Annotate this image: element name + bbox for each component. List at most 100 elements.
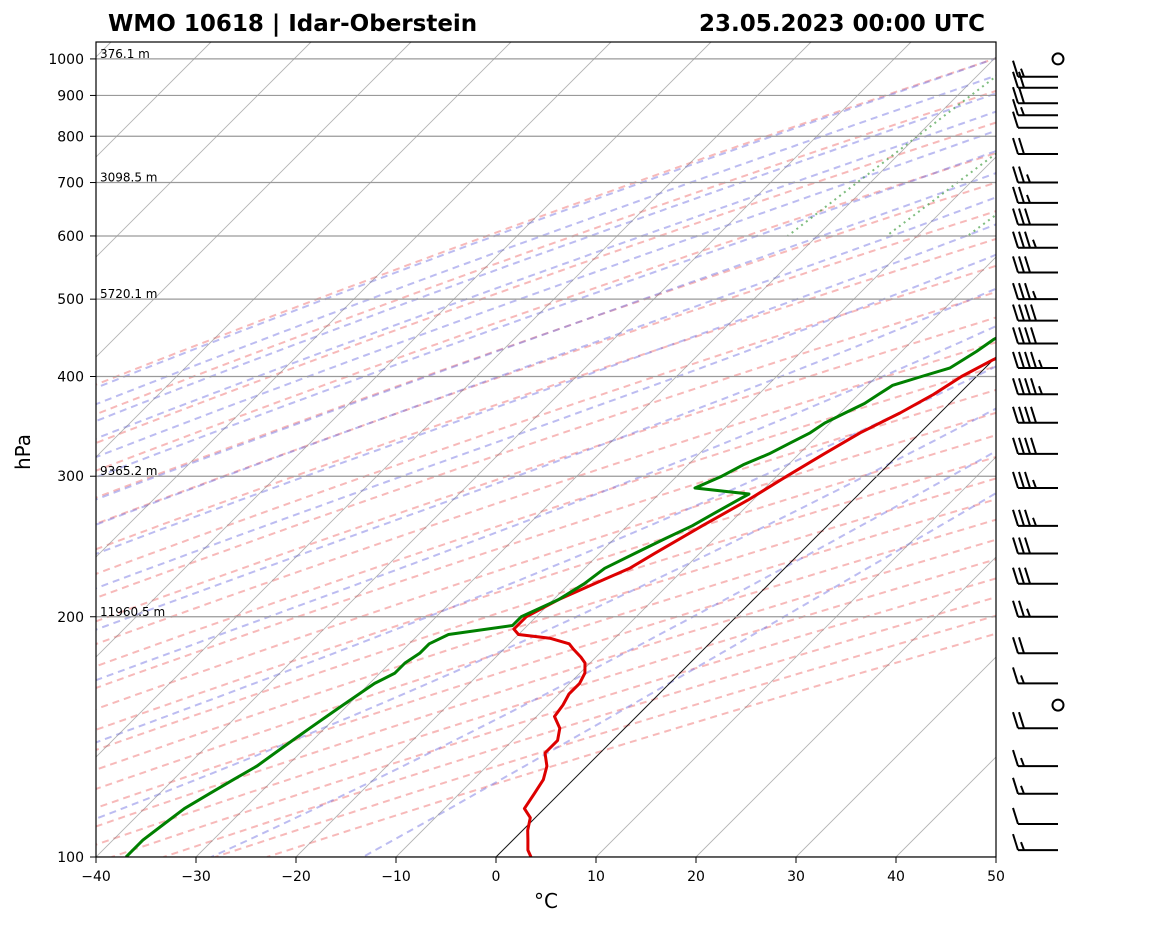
isotherm (295, 156, 996, 857)
moist-adiabat (96, 92, 996, 423)
wind-barb-flag (1018, 282, 1025, 300)
x-tick-label: 40 (887, 869, 905, 885)
wind-barb-flag (1018, 256, 1025, 273)
wind-barb-flag (1012, 636, 1019, 654)
wind-barb (1012, 98, 1058, 117)
wind-barb (1012, 208, 1058, 226)
wind-barb (1012, 777, 1058, 795)
wind-barb-flag (1018, 437, 1025, 455)
y-tick-label: 200 (57, 610, 84, 626)
dry-adiabat (96, 388, 996, 689)
moist-adiabat (96, 74, 996, 406)
x-tick-label: 20 (687, 869, 705, 885)
wind-barb-flag (1018, 537, 1025, 554)
wind-barb-flag (1018, 86, 1025, 104)
wind-barb-flag (1012, 711, 1019, 729)
wind-barb (1012, 327, 1058, 345)
wind-barb (1012, 600, 1058, 618)
height-label: 5720.1 m (100, 287, 158, 301)
wind-barb (1012, 60, 1058, 78)
height-label: 11960.5 m (100, 605, 165, 619)
wind-barb (1012, 282, 1058, 301)
x-axis-label: °C (534, 889, 558, 913)
wind-barb-flag (1024, 377, 1031, 395)
wind-barb (1012, 471, 1058, 489)
wind-barb-flag (1012, 833, 1019, 851)
wind-barb-flag (1012, 777, 1019, 795)
wind-barb-flag (1018, 377, 1025, 395)
moist-adiabat (96, 57, 996, 389)
wind-barb-flag (1012, 807, 1019, 825)
chart-title-left: WMO 10618 | Idar-Oberstein (108, 11, 477, 37)
wind-barb (1012, 807, 1058, 825)
series-layer (124, 336, 996, 857)
mixing-ratio-line (1084, 42, 1160, 236)
wind-barb (1012, 137, 1058, 156)
y-tick-label: 700 (57, 176, 84, 192)
wind-barb-flag (1012, 166, 1019, 183)
plot-frame (95, 41, 997, 858)
wind-barb (1012, 437, 1058, 455)
wind-barb-half-flag (1026, 608, 1031, 618)
mixing-ratio-line (1018, 42, 1160, 236)
chart-title-right: 23.05.2023 00:00 UTC (699, 11, 985, 37)
dry-adiabat (96, 411, 996, 711)
dry-adiabat (96, 89, 996, 416)
wind-barb-flag (1018, 186, 1025, 204)
wind-barb-flag (1012, 377, 1019, 395)
isotherm (96, 42, 512, 458)
wind-barb-flag (1024, 437, 1031, 455)
wind-barb-flag (1024, 406, 1031, 424)
wind-barb (1012, 86, 1058, 105)
wind-barb-flag (1012, 304, 1019, 321)
x-tick-label: −20 (281, 869, 311, 885)
wind-barb-flag (1018, 406, 1025, 424)
dry-adiabat (96, 316, 996, 623)
moist-adiabat (96, 287, 996, 631)
wind-barb-flag (1012, 437, 1019, 455)
wind-barb (1012, 833, 1058, 852)
wind-barb (1012, 711, 1058, 730)
wind-barb-half-flag (1020, 68, 1025, 78)
x-tick-label: −10 (381, 869, 411, 885)
y-tick-label: 100 (57, 850, 84, 866)
dewpoint-line (124, 336, 996, 857)
y-tick-label: 400 (57, 370, 84, 386)
dry-adiabat (96, 237, 996, 551)
isotherm (0, 42, 11, 857)
wind-barb-flag (1012, 71, 1019, 89)
wind-barb-flag (1018, 351, 1025, 369)
temperature-line (512, 356, 996, 857)
wind-barb-flag (1030, 327, 1037, 344)
wind-barb-half-flag (1020, 785, 1025, 795)
wind-barb-half-flag (1032, 239, 1037, 249)
x-tick-label: 30 (787, 869, 805, 885)
moist-adiabat (96, 223, 996, 555)
dry-adiabat (96, 455, 996, 752)
wind-barb-flag (1012, 667, 1019, 684)
wind-barb-flag (1024, 282, 1031, 300)
y-tick-label: 900 (57, 88, 84, 104)
isotherm (96, 42, 412, 358)
wind-barb-half-flag (1038, 359, 1043, 369)
wind-barb (1012, 567, 1058, 585)
wind-barb-flag (1030, 351, 1037, 369)
zero-isotherm (495, 356, 996, 857)
wind-barb-flag (1012, 186, 1019, 204)
mixing-ratio-line (1148, 42, 1160, 236)
x-tick-label: −40 (81, 869, 111, 885)
wind-barb-flag (1012, 471, 1019, 489)
moist-adiabat (96, 407, 996, 820)
x-tick-label: −30 (181, 869, 211, 885)
wind-barb-flag (1012, 567, 1019, 585)
wind-barb (1012, 231, 1058, 249)
wind-barb-flag (1012, 98, 1019, 116)
isotherm (995, 856, 996, 857)
wind-barb-flag (1018, 166, 1025, 183)
dry-adiabat (96, 210, 996, 525)
wind-barb-flag (1024, 304, 1031, 321)
wind-barb-flag (1024, 208, 1031, 225)
wind-barb-flag (1024, 509, 1031, 527)
dry-adiabat (111, 577, 996, 857)
